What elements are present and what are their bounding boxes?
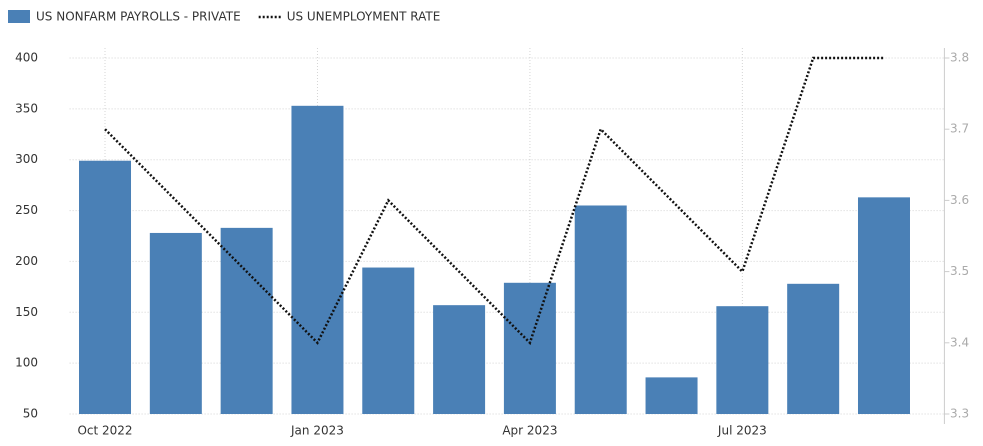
bar: [79, 160, 132, 414]
bar: [716, 306, 769, 414]
y-tick-label: 300: [15, 152, 38, 166]
x-tick-label: Apr 2023: [502, 424, 557, 438]
y-tick-label: 200: [15, 254, 38, 268]
y-tick-label: 250: [15, 203, 38, 217]
bar: [503, 282, 556, 414]
x-tick-label: Jul 2023: [717, 424, 767, 438]
legend-label: US NONFARM PAYROLLS - PRIVATE: [36, 10, 241, 24]
y2-tick-label: 3.5: [950, 264, 969, 278]
y-tick-label: 100: [15, 356, 38, 370]
bar: [433, 305, 486, 414]
legend-swatch: [8, 10, 30, 23]
line: [104, 56, 884, 346]
bar: [787, 283, 840, 414]
bar: [362, 267, 415, 414]
y-tick-label: 400: [15, 51, 38, 65]
y-tick-label: 350: [15, 101, 38, 115]
x-tick-label: Oct 2022: [77, 424, 132, 438]
bar: [291, 105, 344, 414]
legend-label: US UNEMPLOYMENT RATE: [287, 10, 441, 24]
y2-tick-label: 3.4: [950, 335, 969, 349]
y-tick-label: 150: [15, 305, 38, 319]
bar: [574, 205, 627, 414]
bar: [857, 197, 910, 414]
bar: [645, 377, 698, 414]
y2-tick-label: 3.8: [950, 51, 969, 65]
bar: [149, 232, 202, 414]
y2-tick-label: 3.6: [950, 193, 969, 207]
y-tick-label: 50: [23, 407, 38, 421]
y2-tick-label: 3.3: [950, 407, 969, 421]
bar: [220, 227, 273, 414]
x-tick-label: Jan 2023: [290, 424, 344, 438]
y2-tick-label: 3.7: [950, 122, 969, 136]
